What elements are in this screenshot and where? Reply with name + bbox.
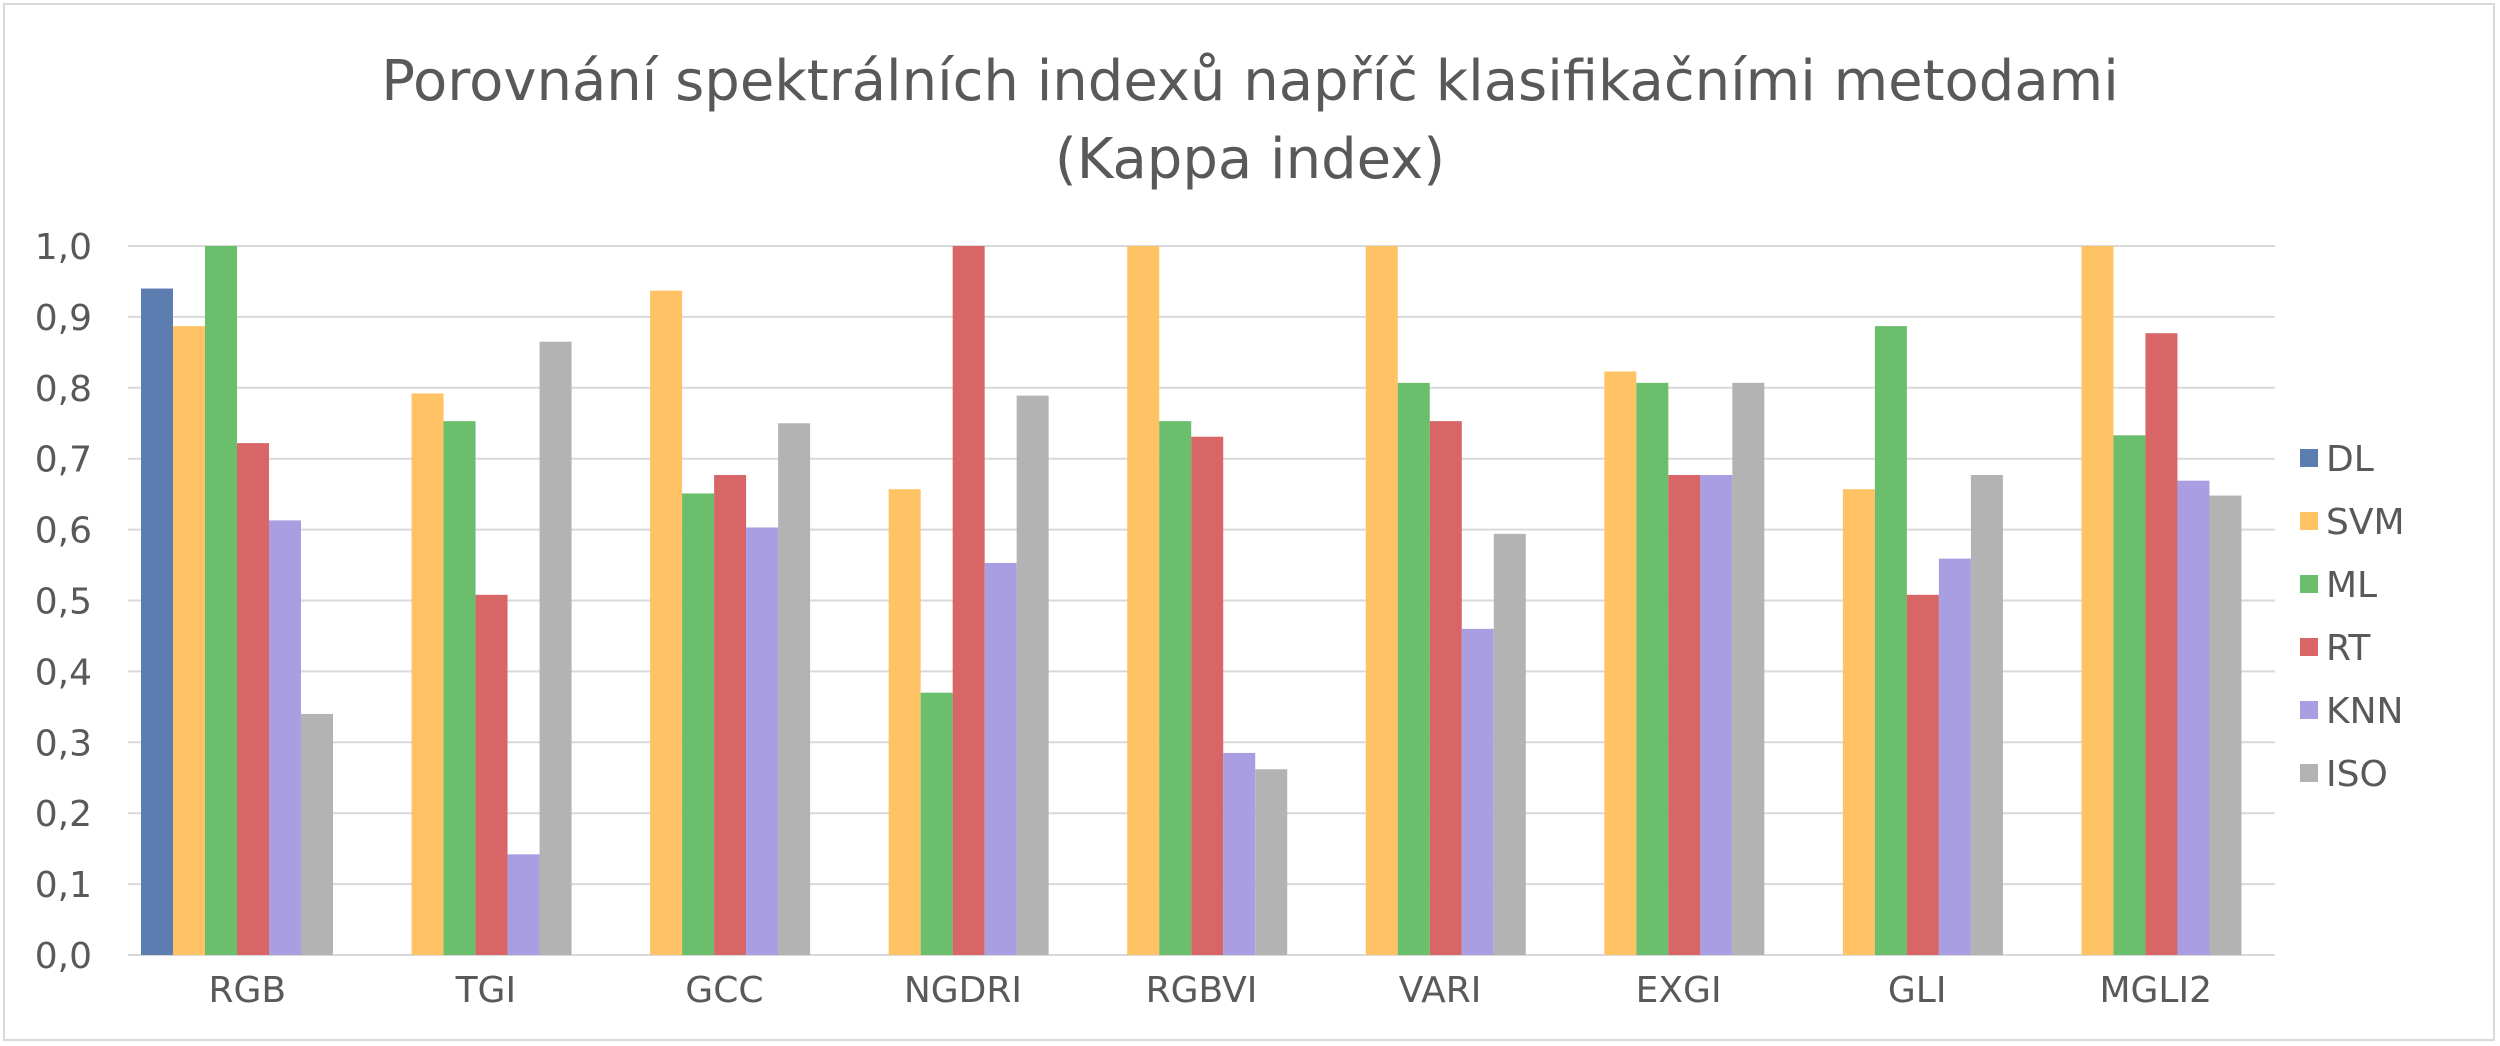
bar-svm	[888, 489, 921, 955]
bar-svm	[1127, 246, 1160, 955]
bar-dl	[141, 288, 173, 955]
bar-iso	[1493, 533, 1526, 955]
x-tick-label: GLI	[1888, 970, 1947, 1011]
bar-ml	[920, 692, 953, 955]
bars	[141, 246, 2242, 956]
bar-knn	[507, 854, 540, 955]
y-axis-ticks: 0,0 0,1 0,2 0,3 0,4 0,5 0,6 0,7 0,8 0,9 1,0	[35, 227, 92, 977]
chart-subtitle: (Kappa index)	[1055, 127, 1445, 192]
y-tick-label: 1,0	[35, 227, 92, 268]
x-tick-label: RGBVI	[1146, 970, 1258, 1011]
bar-svm	[1365, 246, 1398, 955]
x-tick-label: MGLI2	[2099, 970, 2212, 1011]
legend-swatch-dl	[2300, 449, 2318, 467]
x-tick-label: GCC	[685, 970, 763, 1011]
x-tick-label: NGDRI	[904, 970, 1022, 1011]
legend-swatch-iso	[2300, 764, 2318, 782]
x-tick-label: EXGI	[1636, 970, 1722, 1011]
bar-iso	[1732, 382, 1765, 955]
bar-rt	[475, 594, 508, 955]
bar-svm	[1842, 489, 1875, 955]
y-tick-label: 0,4	[35, 652, 92, 693]
legend-swatch-knn	[2300, 701, 2318, 719]
x-tick-label: TGI	[455, 970, 517, 1011]
bar-iso	[301, 713, 333, 955]
bar-ml	[205, 246, 237, 955]
legend-label-knn: KNN	[2326, 691, 2403, 732]
bar-ml	[1636, 382, 1669, 955]
bar-rt	[237, 443, 269, 955]
bar-knn	[1938, 558, 1971, 955]
bar-knn	[1223, 752, 1256, 955]
bar-svm	[2081, 246, 2114, 955]
bar-rt	[714, 475, 747, 955]
bar-iso	[1970, 475, 2003, 955]
bar-knn	[984, 562, 1017, 955]
y-tick-label: 0,9	[35, 298, 92, 339]
bar-rt	[1191, 436, 1224, 955]
bar-rt	[1906, 594, 1939, 955]
legend-label-ml: ML	[2326, 565, 2377, 606]
legend: DL SVM ML RT KNN ISO	[2300, 439, 2405, 795]
legend-label-svm: SVM	[2326, 502, 2405, 543]
y-tick-label: 0,7	[35, 440, 92, 481]
bar-ml	[1159, 421, 1192, 955]
legend-label-dl: DL	[2326, 439, 2374, 480]
chart-title: Porovnání spektrálních indexů napříč kla…	[381, 49, 2119, 114]
y-tick-label: 0,1	[35, 865, 92, 906]
bar-knn	[1461, 628, 1494, 955]
x-tick-label: VARI	[1399, 970, 1482, 1011]
y-tick-label: 0,3	[35, 723, 92, 764]
y-tick-label: 0,2	[35, 794, 92, 835]
bar-ml	[2113, 435, 2146, 956]
bar-rt	[952, 246, 985, 955]
bar-ml	[1397, 382, 1430, 955]
y-tick-label: 0,5	[35, 582, 92, 623]
x-axis-ticks: RGB TGI GCC NGDRI RGBVI VARI EXGI GLI MGLI2	[208, 970, 2212, 1011]
legend-swatch-ml	[2300, 575, 2318, 593]
bar-knn	[2177, 480, 2210, 955]
bar-svm	[411, 393, 444, 955]
bar-svm	[173, 326, 205, 955]
bar-iso	[539, 341, 572, 956]
y-tick-label: 0,0	[35, 936, 92, 977]
legend-swatch-rt	[2300, 638, 2318, 656]
legend-label-rt: RT	[2326, 628, 2371, 669]
bar-svm	[650, 290, 683, 955]
y-tick-label: 0,6	[35, 511, 92, 552]
legend-swatch-svm	[2300, 512, 2318, 530]
bar-iso	[778, 423, 811, 955]
bar-iso	[2209, 495, 2242, 955]
bar-ml	[682, 493, 715, 955]
bar-knn	[1700, 475, 1733, 955]
bar-rt	[1429, 421, 1462, 955]
bar-rt	[1668, 475, 1701, 955]
bar-iso	[1255, 769, 1288, 955]
bar-iso	[1016, 395, 1049, 955]
bar-knn	[269, 520, 301, 955]
y-tick-label: 0,8	[35, 369, 92, 410]
legend-label-iso: ISO	[2326, 754, 2388, 795]
bar-ml	[443, 421, 476, 955]
bar-knn	[746, 527, 779, 955]
bar-svm	[1604, 371, 1637, 955]
x-tick-label: RGB	[208, 970, 286, 1011]
bar-rt	[2145, 333, 2178, 955]
bar-ml	[1874, 326, 1907, 955]
